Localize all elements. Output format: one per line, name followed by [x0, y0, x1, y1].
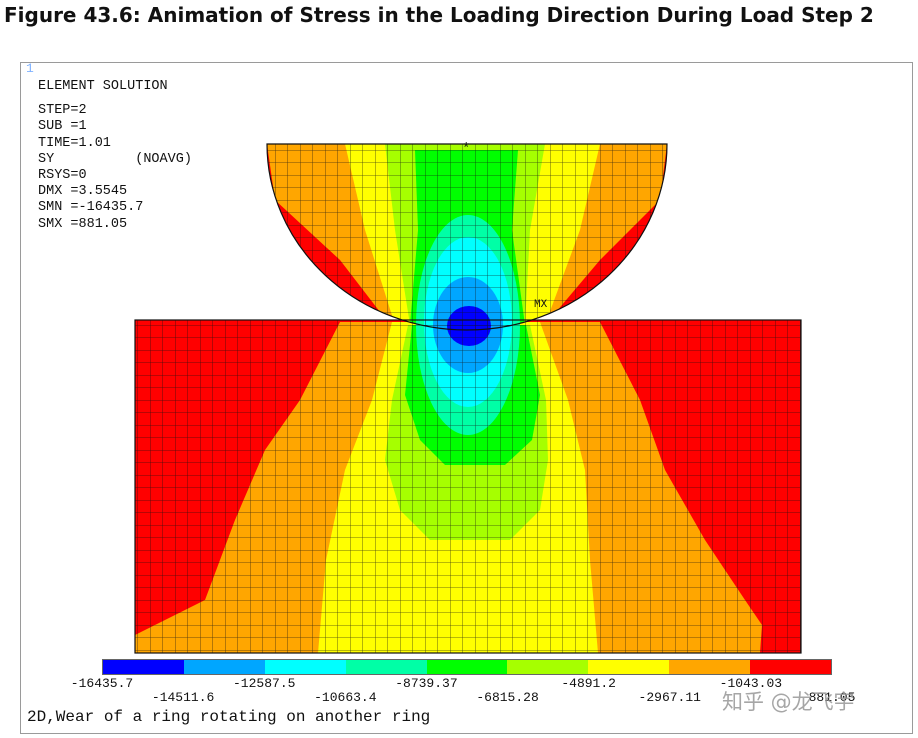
scale-segment [345, 660, 427, 674]
dmx-value: DMX =3.5545 [38, 184, 128, 200]
scale-label: -1043.03 [719, 676, 783, 691]
figure-caption: Figure 43.6: Animation of Stress in the … [4, 3, 874, 27]
scale-label: -4891.2 [561, 676, 616, 691]
substep-value: SUB =1 [38, 119, 87, 135]
scale-segment [588, 660, 670, 674]
scale-segment [750, 660, 832, 674]
max-marker: MX [534, 299, 548, 311]
scale-segment [507, 660, 589, 674]
scale-segment [426, 660, 508, 674]
smx-value: SMX =881.05 [38, 216, 128, 232]
scale-label: -2967.11 [638, 690, 701, 705]
solution-title: ELEMENT SOLUTION [38, 79, 168, 94]
lower-block-outline [134, 319, 802, 654]
scale-segment [103, 660, 184, 674]
scale-label: -16435.7 [70, 676, 134, 691]
result-item: SY (NOAVG) [38, 151, 192, 167]
smn-value: SMN =-16435.7 [38, 200, 144, 216]
rsys-value: RSYS=0 [38, 168, 87, 184]
scale-segment [183, 660, 265, 674]
upper-ring-outline [266, 143, 668, 331]
scale-segment [669, 660, 751, 674]
time-value: TIME=1.01 [38, 135, 111, 151]
scale-label: -10663.4 [314, 690, 377, 705]
scale-label: -14511.6 [151, 690, 215, 705]
model-title: 2D,Wear of a ring rotating on another ri… [27, 708, 431, 726]
min-marker: * [462, 141, 470, 157]
window-number: 1 [26, 61, 34, 76]
mesh-upper [267, 144, 667, 330]
contour-color-scale [102, 659, 832, 675]
scale-label: 881.05 [808, 690, 856, 705]
scale-label: -12587.5 [233, 676, 296, 691]
step-value: STEP=2 [38, 103, 87, 119]
watermark: 知乎 @龙飞宇 [722, 690, 855, 714]
mesh-lower [135, 320, 801, 653]
solution-info-legend: ELEMENT SOLUTION STEP=2 SUB =1 TIME=1.01… [38, 79, 192, 233]
scale-label: -6815.28 [476, 690, 539, 705]
scale-label: -8739.37 [395, 676, 458, 691]
scale-segment [264, 660, 346, 674]
